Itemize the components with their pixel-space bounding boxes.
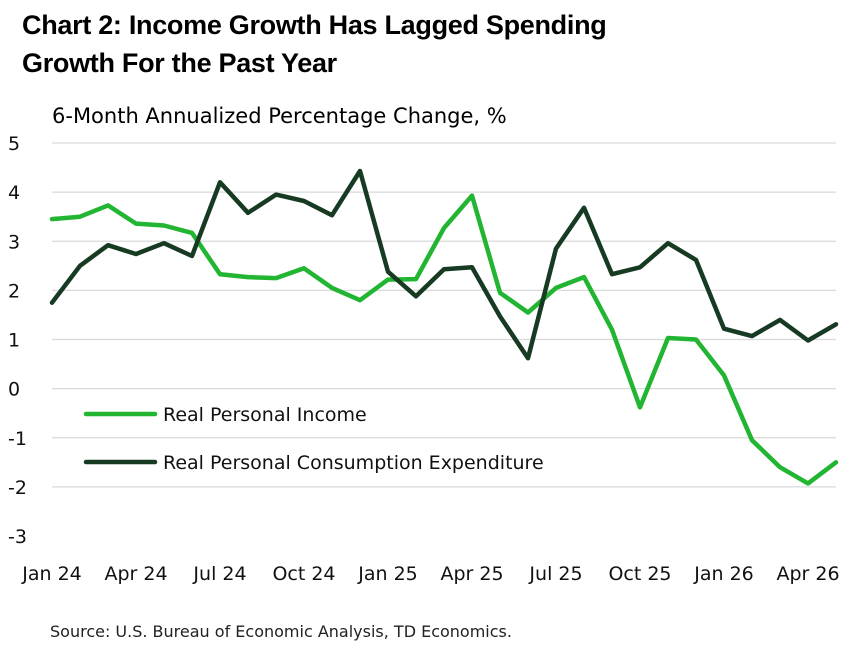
y-tick-label: 1 <box>8 330 20 352</box>
x-tick-label: Jan 25 <box>357 563 418 585</box>
x-tick-label: Jul 24 <box>192 563 246 585</box>
x-tick-label: Oct 25 <box>608 563 671 585</box>
y-tick-label: -2 <box>8 477 27 499</box>
y-tick-labels: 5 4 3 2 1 0 -1 -2 -3 <box>8 133 27 548</box>
y-tick-label: -1 <box>8 428 27 450</box>
x-tick-label: Apr 24 <box>104 563 167 585</box>
y-tick-label: 2 <box>8 280 20 302</box>
series-lines <box>49 168 839 486</box>
y-tick-label: 5 <box>8 133 20 155</box>
x-tick-label: Jul 25 <box>528 563 582 585</box>
chart-title-line2: Growth For the Past Year <box>22 48 337 78</box>
y-axis-label: 6-Month Annualized Percentage Change, % <box>52 104 507 128</box>
chart-title: Chart 2: Income Growth Has Lagged Spendi… <box>22 6 607 82</box>
legend: Real Personal Income Real Personal Consum… <box>83 404 544 474</box>
x-tick-label: Apr 25 <box>440 563 503 585</box>
legend-label: Real Personal Income <box>163 404 367 426</box>
x-tick-label: Jan 26 <box>693 563 754 585</box>
x-tick-label: Apr 26 <box>776 563 839 585</box>
x-tick-label: Oct 24 <box>272 563 335 585</box>
x-tick-labels: Jan 24 Apr 24 Jul 24 Oct 24 Jan 25 Apr 25 Jul … <box>21 563 839 585</box>
y-tick-label: 3 <box>8 231 20 253</box>
gridlines <box>52 142 836 488</box>
chart-title-line1: Chart 2: Income Growth Has Lagged Spendi… <box>22 10 607 40</box>
series-line-pce <box>49 168 839 361</box>
y-tick-label: 4 <box>8 182 20 204</box>
series-line-income <box>49 193 839 486</box>
y-tick-label: 0 <box>8 379 20 401</box>
legend-label: Real Personal Consumption Expenditure <box>163 452 544 474</box>
y-tick-label: -3 <box>8 526 27 548</box>
source-note: Source: U.S. Bureau of Economic Analysis… <box>50 622 512 641</box>
x-tick-label: Jan 24 <box>21 563 82 585</box>
